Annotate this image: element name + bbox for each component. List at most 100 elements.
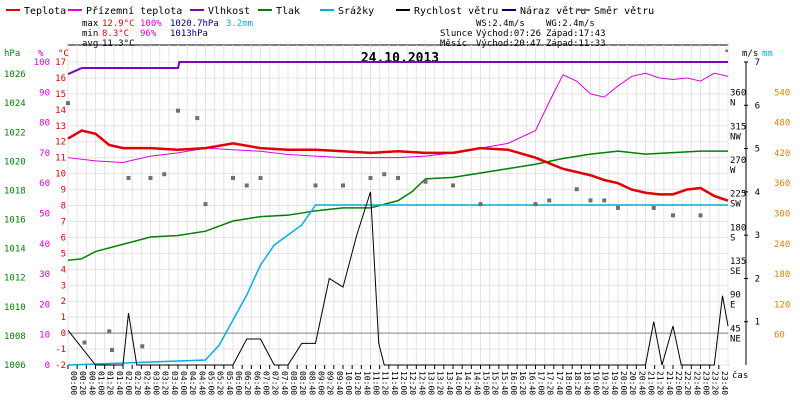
- direction-tick: 180: [730, 223, 746, 233]
- sun-moon-text: Měsíc: [440, 39, 467, 49]
- x-tick-label: 04:20: [188, 371, 197, 395]
- direction-tick: 225: [730, 190, 746, 200]
- x-tick-label: 18:40: [582, 371, 591, 395]
- temperature-tick: 11: [55, 154, 66, 164]
- chart-title: 24.10.2013: [361, 51, 439, 66]
- direction-tick: 45: [730, 324, 741, 334]
- rain-tick: 420: [774, 149, 790, 159]
- temperature-tick: 5: [61, 249, 66, 259]
- wind-direction-point: [231, 175, 235, 180]
- x-tick-label: 16:40: [527, 371, 536, 395]
- axis-unit: m/s: [742, 49, 758, 59]
- humidity-tick: 50: [39, 210, 50, 220]
- rain-tick: 180: [774, 270, 790, 280]
- temperature-tick: 17: [55, 58, 66, 68]
- x-tick-label: 15:00: [482, 371, 491, 395]
- pressure-tick: 1024: [4, 99, 26, 109]
- wind-direction-point: [368, 175, 373, 180]
- legend-label: Tlak: [276, 6, 300, 17]
- x-tick-label: 21:00: [647, 371, 656, 395]
- stats-value: min: [82, 29, 98, 39]
- x-tick-label: 04:40: [197, 371, 206, 395]
- x-tick-label: 20:20: [628, 371, 637, 395]
- x-tick-label: 14:20: [463, 371, 472, 395]
- pressure-line: [67, 150, 728, 262]
- wind-tick: 1: [755, 318, 760, 328]
- rain-tick: 360: [774, 179, 790, 189]
- temperature-tick: 14: [55, 106, 66, 116]
- x-tick-label: 12:20: [408, 371, 417, 395]
- x-tick-label: 10:40: [362, 371, 371, 395]
- x-tick-label: 23:00: [702, 371, 711, 395]
- x-tick-label: 10:00: [344, 371, 353, 395]
- x-tick-label: 02:20: [133, 371, 142, 395]
- temperature-tick: 13: [55, 122, 66, 132]
- sun-moon-text: Slunce: [440, 29, 473, 39]
- x-tick-label: 06:20: [243, 371, 252, 395]
- x-tick-label: 05:40: [225, 371, 234, 395]
- x-tick-label: 22:40: [692, 371, 701, 395]
- x-tick-label: 13:00: [427, 371, 436, 395]
- wind-direction-point: [671, 213, 675, 218]
- temperature-tick: 4: [61, 265, 66, 275]
- pressure-tick: 1010: [4, 303, 26, 313]
- temperature-tick: -1: [55, 345, 66, 355]
- pressure-tick: 1022: [4, 128, 26, 138]
- x-tick-label: 22:00: [674, 371, 683, 395]
- sun-moon-text: Západ:17:43: [546, 29, 606, 39]
- stats-value: 12.9°C: [102, 19, 135, 29]
- x-tick-label: 12:00: [399, 371, 408, 395]
- direction-label: NW: [730, 132, 741, 142]
- humidity-line: [67, 61, 728, 76]
- wind-direction-point: [574, 187, 579, 192]
- humidity-tick: 0: [45, 361, 50, 371]
- direction-label: S: [730, 233, 735, 243]
- stats-value: 1020.7hPa: [170, 19, 219, 29]
- wind-tick: 3: [755, 231, 760, 241]
- humidity-tick: 40: [39, 240, 50, 250]
- pressure-tick: 1014: [4, 245, 26, 255]
- sun-moon-text: WG:2.4m/s: [546, 19, 595, 29]
- direction-label: N: [730, 99, 735, 109]
- legend-label: Přízemní teplota: [86, 5, 182, 17]
- stats-value: 11.3°C: [102, 39, 135, 49]
- temperature-tick: 15: [55, 90, 66, 100]
- rain-tick: 240: [774, 240, 790, 250]
- axes: hPa% °C ° m/s mm1026102410221020101810161014…: [4, 49, 790, 371]
- x-tick-label: 02:40: [142, 371, 151, 395]
- humidity-tick: 100: [34, 58, 50, 68]
- wind-tick: 4: [755, 188, 760, 198]
- x-tick-label: 09:00: [317, 371, 326, 395]
- wind-direction-point: [651, 205, 656, 210]
- x-tick-label: 13:20: [436, 371, 445, 395]
- x-tick-label: 17:40: [555, 371, 564, 395]
- rain-tick: 480: [774, 119, 790, 129]
- stats-value: 100%: [140, 19, 162, 29]
- temperature-tick: 2: [61, 297, 66, 307]
- x-tick-label: 17:00: [537, 371, 546, 395]
- wind-direction-point: [588, 198, 593, 203]
- x-tick-label: 20:00: [619, 371, 628, 395]
- wind-direction-point: [616, 205, 620, 210]
- humidity-tick: 70: [39, 149, 50, 159]
- wind-tick: 6: [755, 101, 760, 111]
- wind-direction-point: [66, 101, 70, 106]
- temperature-tick: 7: [61, 217, 66, 227]
- x-tick-label: 17:20: [546, 371, 555, 395]
- axis-unit: mm: [762, 49, 773, 59]
- x-tick-label: 19:00: [592, 371, 601, 395]
- legend-label: Teplota: [24, 6, 66, 17]
- temperature-tick: 12: [55, 138, 66, 148]
- x-tick-label: 07:00: [262, 371, 271, 395]
- wind-direction-point: [162, 172, 167, 177]
- axis-unit: °: [724, 49, 729, 59]
- x-tick-label: 14:00: [454, 371, 463, 395]
- humidity-tick: 20: [39, 300, 50, 310]
- x-tick-label: 15:20: [491, 371, 500, 395]
- direction-tick: 270: [730, 156, 746, 166]
- direction-label: E: [730, 301, 735, 311]
- direction-tick: 360: [730, 89, 746, 99]
- wind-direction-point: [451, 183, 455, 188]
- wind-direction-point: [602, 198, 607, 203]
- x-tick-label: 10:20: [353, 371, 362, 395]
